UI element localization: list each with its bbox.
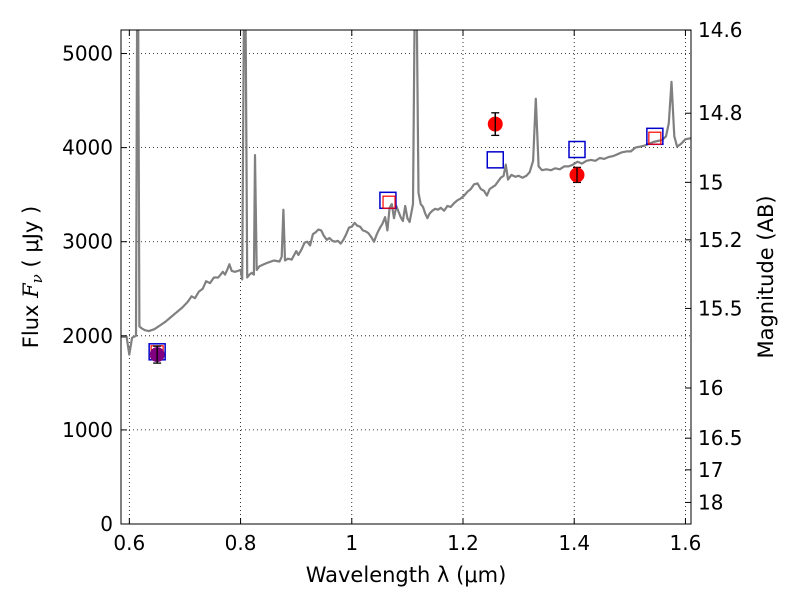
x-tick-label: 1 (345, 531, 358, 555)
synthetic-photometry-square (486, 151, 505, 169)
y2-tick-label: 16.5 (698, 426, 743, 450)
x-tick-label: 0.6 (113, 531, 145, 555)
y2-tick-label: 16 (698, 376, 723, 400)
y-axis-label: Flux Fν ( μJy ) (19, 206, 46, 348)
y-tick-label: 0 (100, 512, 113, 536)
y-tick-label: 5000 (62, 42, 113, 66)
x-tick-label: 1.6 (670, 531, 702, 555)
synthetic-photometry-square (568, 140, 586, 159)
x-tick-label: 1.4 (558, 531, 590, 555)
y-axis-label-rest: ( μJy ) (19, 206, 43, 274)
synthetic-photometry-square (379, 191, 397, 210)
x-tick-label: 1.2 (447, 531, 479, 555)
x-axis-label: Wavelength λ (μm) (306, 563, 507, 587)
y2-tick-label: 14.8 (698, 101, 743, 125)
y2-tick-label: 17 (698, 458, 723, 482)
plot-frame (120, 29, 692, 525)
y2-tick-label: 15 (698, 170, 723, 194)
y-tick-label: 3000 (62, 230, 113, 254)
y2-tick-label: 18 (698, 490, 723, 514)
y-tick-label: 1000 (62, 418, 113, 442)
synthetic-inner-square (382, 195, 396, 209)
y2-tick-label: 15.5 (698, 296, 743, 320)
y-axis-label-subscript: ν (28, 274, 46, 283)
y-tick-label: 4000 (62, 136, 113, 160)
axis-ticks: 0.6 0.8 1 1.2 1.4 1.6 0 1000 2000 3000 4000 5000 14.… (62, 18, 742, 555)
synthetic-inner-square (648, 131, 662, 145)
plot-area (121, 30, 691, 364)
y2-tick-label: 15.2 (698, 228, 743, 252)
y2-tick-label: 14.6 (698, 18, 743, 42)
y-axis-label-symbol: F (19, 282, 43, 299)
y2-axis-label: Magnitude (AB) (754, 195, 778, 358)
grid (121, 30, 691, 525)
y-tick-label: 2000 (62, 324, 113, 348)
y-axis-label-part: Flux (19, 298, 43, 348)
spectrum-line (121, 30, 691, 356)
x-tick-label: 0.8 (225, 531, 257, 555)
